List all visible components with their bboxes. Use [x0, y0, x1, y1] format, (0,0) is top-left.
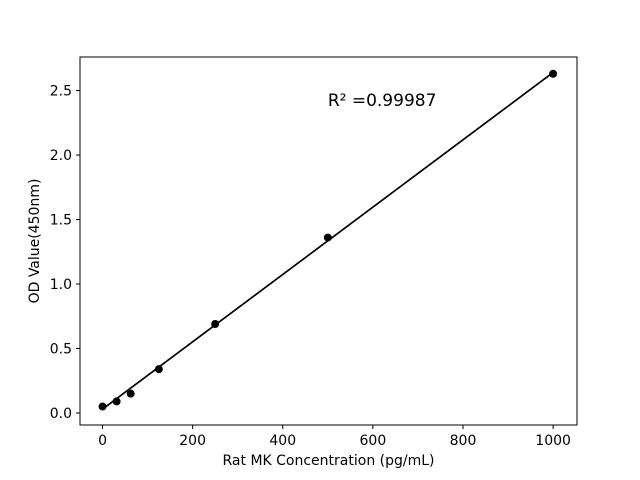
data-point: [112, 397, 121, 406]
y-tick-label: 2.0: [50, 148, 72, 164]
x-tick-label: 200: [179, 433, 206, 449]
x-tick-label: 600: [360, 433, 387, 449]
y-tick-label: 0.5: [50, 342, 72, 358]
x-tick-label: 400: [269, 433, 296, 449]
y-tick-label: 2.5: [50, 84, 72, 100]
data-point: [211, 320, 220, 329]
y-axis-label: OD Value(450nm): [27, 178, 43, 304]
data-point: [549, 69, 558, 78]
y-tick-label: 1.0: [50, 277, 72, 293]
y-tick-label: 1.5: [50, 213, 72, 229]
x-axis-label: Rat MK Concentration (pg/mL): [222, 453, 435, 469]
data-point: [323, 233, 332, 242]
data-point: [126, 389, 135, 398]
axes-frame: [79, 56, 578, 426]
x-tick-label: 0: [98, 433, 107, 449]
y-tick-label: 0.0: [50, 406, 72, 422]
data-point: [98, 402, 107, 411]
x-tick-label: 1000: [535, 433, 571, 449]
data-point: [154, 365, 163, 374]
x-tick-label: 800: [450, 433, 477, 449]
r-squared-annotation: R² =0.99987: [327, 90, 437, 111]
